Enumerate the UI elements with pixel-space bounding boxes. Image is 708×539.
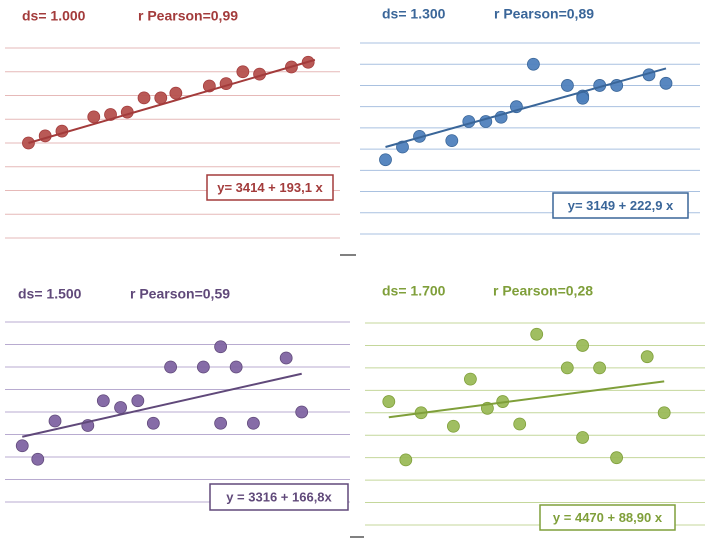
trend-line xyxy=(28,58,316,144)
chart-title: ds= 1.700 xyxy=(382,283,446,299)
point xyxy=(96,394,110,408)
point xyxy=(640,350,654,364)
chart-subtitle: r Pearson=0,28 xyxy=(493,283,593,299)
point xyxy=(530,327,544,341)
point xyxy=(446,419,460,433)
point xyxy=(164,360,178,374)
chart-subtitle: r Pearson=0,89 xyxy=(494,6,594,22)
chart-title: ds= 1.300 xyxy=(382,6,446,22)
point xyxy=(15,439,29,453)
point xyxy=(131,394,145,408)
point xyxy=(463,372,477,386)
equation-box xyxy=(539,504,676,531)
point xyxy=(399,453,413,467)
equation: y = 4470 + 88,90 x xyxy=(553,510,663,525)
point xyxy=(146,416,160,430)
point xyxy=(246,416,260,430)
point xyxy=(279,351,293,365)
chart-title: ds= 1.000 xyxy=(22,8,86,24)
chart-subtitle: r Pearson=0,99 xyxy=(138,8,238,24)
equation: y= 3414 + 193,1 x xyxy=(217,180,323,195)
trend-line xyxy=(22,372,302,438)
point xyxy=(169,86,183,100)
equation: y = 3316 + 166,8x xyxy=(226,489,332,504)
point xyxy=(561,79,574,92)
point xyxy=(214,340,228,354)
point xyxy=(382,395,396,408)
point xyxy=(229,360,243,374)
equation-box xyxy=(552,192,689,219)
point xyxy=(445,134,459,148)
point xyxy=(137,91,151,105)
point xyxy=(87,110,101,124)
point xyxy=(513,417,527,431)
point xyxy=(154,91,168,105)
point xyxy=(576,339,589,352)
point xyxy=(560,361,574,375)
point xyxy=(610,451,623,465)
point xyxy=(114,401,127,414)
point xyxy=(576,431,589,444)
point xyxy=(659,76,673,90)
point xyxy=(214,416,228,430)
point xyxy=(196,360,210,374)
point xyxy=(657,406,671,420)
equation-box xyxy=(209,483,349,511)
point xyxy=(295,405,309,419)
point xyxy=(236,65,250,79)
equation: y= 3149 + 222,9 x xyxy=(568,198,674,213)
point xyxy=(48,414,62,428)
trend-line xyxy=(388,380,665,419)
point xyxy=(31,452,45,466)
trend-line xyxy=(385,67,667,148)
equation-box xyxy=(206,174,334,201)
chart-title: ds= 1.500 xyxy=(18,286,82,302)
chart-subtitle: r Pearson=0,59 xyxy=(130,286,230,302)
point xyxy=(593,361,606,375)
point xyxy=(379,153,392,167)
point xyxy=(527,57,540,71)
